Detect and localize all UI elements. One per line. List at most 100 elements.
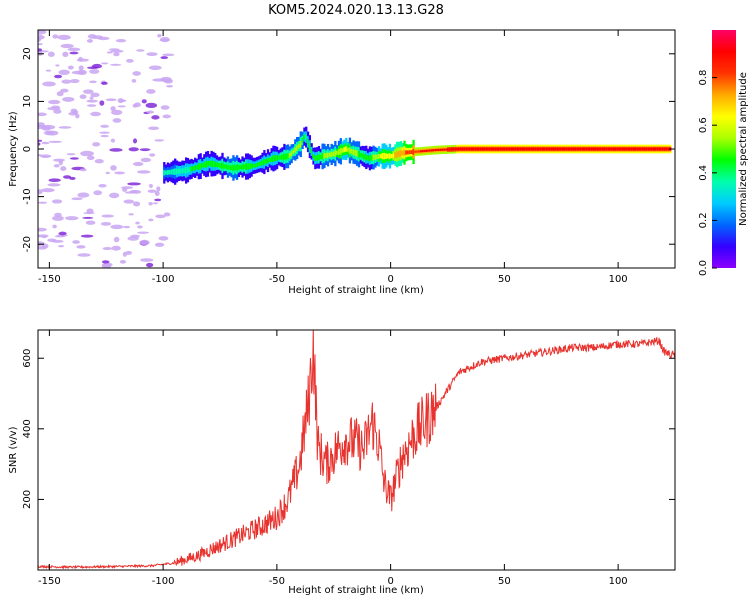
spectrogram-noise-blob bbox=[140, 258, 154, 262]
spectrogram-ridge-cell bbox=[436, 148, 439, 152]
spectrogram-ridge-cell bbox=[239, 165, 242, 170]
spectrogram-noise-blob bbox=[127, 182, 141, 186]
spectrogram-ridge-cell bbox=[285, 153, 288, 160]
spectrogram-ridge-cell bbox=[599, 147, 603, 151]
spectrogram-noise-blob bbox=[136, 231, 150, 234]
spectrogram-ridge-cell bbox=[212, 160, 215, 168]
colorbar-ticks: 0.0 0.2 0.4 0.6 0.8 bbox=[698, 70, 717, 276]
spectrogram-noise-blob bbox=[139, 148, 151, 152]
spectrogram-ridge-cell bbox=[246, 163, 250, 170]
spectrogram-ridge-cell bbox=[559, 147, 563, 151]
spectrogram-ridge-cell bbox=[350, 149, 353, 154]
spectrogram-x-ticks: -150 -100 -50 0 50 100 bbox=[38, 30, 628, 285]
spectrogram-y-tick-label: -20 bbox=[22, 236, 33, 252]
spectrogram-ridge-cell bbox=[396, 151, 399, 158]
spectrogram-ridge-cell bbox=[519, 147, 523, 151]
spectrogram-noise-blob bbox=[149, 153, 156, 157]
spectrogram-noise-blob bbox=[47, 51, 55, 57]
spectrogram-noise-blob bbox=[117, 105, 126, 108]
spectrogram-ridge-cell bbox=[665, 147, 668, 151]
spectrogram-noise-blob bbox=[101, 260, 110, 264]
spectrogram-ridge-cell bbox=[217, 163, 221, 168]
spectrogram-ridge-cell bbox=[230, 165, 233, 171]
spectrogram-noise-blob bbox=[72, 240, 80, 244]
spectrogram-noise-blob bbox=[77, 69, 87, 76]
spectrogram-noise-blob bbox=[82, 89, 94, 94]
spectrogram-ridge-cell bbox=[590, 147, 594, 151]
spectrogram-noise-blob bbox=[100, 124, 110, 128]
spectrogram-ridge-cell bbox=[332, 151, 335, 157]
spectrogram-ridge-cell bbox=[496, 147, 499, 151]
spectrogram-ridge-cell bbox=[228, 165, 231, 170]
spectrogram-noise-blob bbox=[86, 208, 94, 214]
spectrogram-ridge-cell bbox=[219, 163, 222, 168]
snr-y-tick-label: 600 bbox=[22, 349, 33, 368]
spectrogram-ridge-cell bbox=[368, 155, 372, 162]
spectrogram-ridge-cell bbox=[243, 164, 246, 170]
spectrogram-ridge-cell bbox=[598, 147, 601, 151]
spectrogram-noise-blob bbox=[45, 69, 52, 72]
spectrogram-ridge-cell bbox=[306, 139, 310, 145]
spectrogram-ridge-cell bbox=[235, 164, 239, 171]
spectrogram-ridge-cell bbox=[625, 147, 628, 151]
spectrogram-ridge-cell bbox=[607, 147, 610, 151]
spectrogram-noise-blob bbox=[153, 202, 158, 205]
spectrogram-noise-blob bbox=[86, 38, 93, 43]
spectrogram-ridge-cell bbox=[643, 147, 646, 151]
spectrogram-ridge-cell bbox=[174, 168, 177, 175]
snr-x-ticks: -150 -100 -50 0 50 100 bbox=[38, 330, 628, 587]
spectrogram-noise-blob bbox=[105, 171, 110, 175]
spectrogram-noise-blob bbox=[151, 115, 160, 120]
spectrogram-noise-blob bbox=[55, 64, 60, 67]
spectrogram-ridge-cell bbox=[452, 148, 455, 151]
spectrogram-ridge-cell bbox=[456, 148, 459, 151]
spectrogram-ridge-cell bbox=[390, 154, 393, 159]
spectrogram-ridge-cell bbox=[488, 147, 492, 151]
spectrogram-ridge-cell bbox=[459, 147, 463, 151]
spectrogram-noise-blob bbox=[62, 175, 72, 179]
spectrogram-noise-blob bbox=[146, 89, 156, 94]
spectrogram-ridge-cell bbox=[414, 150, 417, 153]
spectrogram-noise-blob bbox=[100, 134, 109, 138]
spectrogram-noise-blob bbox=[115, 39, 127, 43]
spectrogram-noise-blob bbox=[86, 155, 95, 161]
spectrogram-noise-blob bbox=[97, 36, 110, 41]
colorbar-label: Normalized spectral amplitude bbox=[738, 72, 749, 226]
snr-x-tick-label: 0 bbox=[387, 576, 393, 587]
spectrogram-noise-blob bbox=[100, 222, 112, 226]
spectrogram-noise-blob bbox=[128, 213, 134, 216]
spectrogram-noise-blob bbox=[79, 168, 87, 172]
spectrogram-noise-blob bbox=[77, 253, 91, 257]
spectrogram-ridge-cell bbox=[299, 141, 302, 148]
spectrogram-noise-blob bbox=[157, 34, 162, 38]
spectrogram-noise-blob bbox=[125, 250, 133, 255]
spectrogram-noise-blob bbox=[38, 30, 47, 35]
spectrogram-ridge-cell bbox=[532, 147, 535, 151]
spectrogram-ridge-cell bbox=[290, 151, 293, 157]
spectrogram-noise-blob bbox=[38, 112, 47, 117]
spectrogram-ridge-cell bbox=[494, 147, 497, 151]
spectrogram-ridge-cell bbox=[175, 168, 179, 175]
spectrogram-ridge-cell bbox=[589, 147, 592, 151]
spectrogram-ridge-cell bbox=[647, 147, 650, 151]
spectrogram-ridge-cell bbox=[447, 148, 450, 151]
spectrogram-noise-blob bbox=[52, 34, 59, 39]
spectrogram-ridge-cell bbox=[523, 147, 526, 151]
spectrogram-ridge-cell bbox=[401, 150, 404, 156]
spectrogram-noise-blob bbox=[154, 139, 165, 142]
spectrogram-noise-blob bbox=[163, 212, 171, 217]
spectrogram-ridge-cell bbox=[627, 147, 630, 151]
spectrogram-noise-blob bbox=[139, 239, 150, 246]
spectrogram-noise-blob bbox=[133, 161, 144, 167]
spectrogram-noise-blob bbox=[94, 159, 104, 164]
spectrogram-ridge-cell bbox=[636, 147, 639, 151]
spectrogram-noise-blob bbox=[69, 51, 79, 55]
spectrogram-noise-blob bbox=[147, 189, 157, 193]
spectrogram-noise-blob bbox=[101, 62, 109, 65]
spectrogram-ridge-cell bbox=[596, 147, 599, 151]
spectrogram-ridge-cell bbox=[357, 151, 361, 158]
spectrogram-noise-blob bbox=[58, 126, 72, 129]
spectrogram-noise-blob bbox=[75, 113, 80, 119]
spectrogram-ridge-cell bbox=[281, 154, 284, 160]
